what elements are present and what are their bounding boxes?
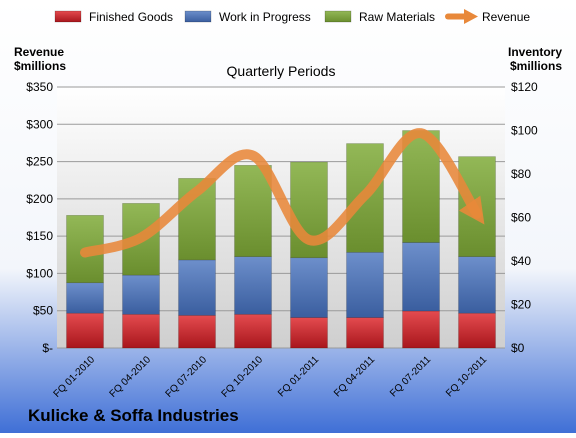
bar-work-in-progress	[66, 282, 104, 314]
bar-finished-goods	[178, 315, 216, 349]
bar-raw-materials	[234, 165, 272, 257]
left-tick-label: $100	[26, 266, 53, 280]
left-tick-label: $-	[42, 341, 53, 355]
right-tick-label: $60	[511, 211, 531, 225]
right-tick-label: $0	[511, 341, 525, 355]
left-tick-label: $350	[26, 80, 53, 94]
bar-finished-goods	[234, 313, 272, 349]
right-tick-label: $80	[511, 167, 531, 181]
left-tick-label: $250	[26, 155, 53, 169]
bar-finished-goods	[66, 312, 104, 349]
bar-finished-goods	[402, 310, 440, 349]
left-tick-label: $50	[33, 304, 53, 318]
legend-swatch	[184, 10, 212, 23]
chart-title: Quarterly Periods	[227, 63, 336, 79]
legend-swatch	[54, 10, 82, 23]
right-tick-label: $120	[511, 80, 538, 94]
company-name: Kulicke & Soffa Industries	[28, 406, 239, 425]
legend-label: Raw Materials	[359, 10, 435, 24]
right-axis-label-line1: Inventory	[508, 45, 562, 59]
left-tick-label: $300	[26, 117, 53, 131]
legend: Finished Goods Work in Progress Raw Materi…	[54, 9, 530, 24]
bar-work-in-progress	[402, 242, 440, 312]
bar-finished-goods	[290, 317, 328, 349]
right-tick-label: $40	[511, 254, 531, 268]
legend-label: Revenue	[482, 10, 530, 24]
bar-work-in-progress	[458, 256, 496, 314]
bar-work-in-progress	[234, 256, 272, 315]
right-axis-ticks: $0 $20 $40 $60 $80 $100 $120	[511, 80, 538, 355]
left-axis-ticks: $- $50 $100 $150 $200 $250 $300 $350	[26, 80, 53, 355]
left-tick-label: $200	[26, 192, 53, 206]
revenue-series	[80, 128, 485, 258]
bar-work-in-progress	[290, 257, 328, 318]
left-axis-label-line1: Revenue	[14, 45, 64, 59]
bar-work-in-progress	[122, 274, 160, 315]
revenue-line	[80, 128, 485, 258]
right-tick-label: $100	[511, 124, 538, 138]
legend-swatch	[324, 10, 352, 23]
right-axis-label-line2: $millions	[510, 59, 562, 73]
bar-finished-goods	[346, 317, 384, 349]
right-tick-label: $20	[511, 298, 531, 312]
bar-finished-goods	[122, 313, 160, 349]
left-axis-label-line2: $millions	[14, 59, 66, 73]
legend-label: Finished Goods	[89, 10, 173, 24]
left-tick-label: $150	[26, 229, 53, 243]
bar-finished-goods	[458, 312, 496, 349]
legend-arrow	[464, 9, 478, 24]
legend-label: Work in Progress	[219, 10, 311, 24]
bar-work-in-progress	[178, 259, 216, 316]
bar-work-in-progress	[346, 252, 384, 318]
